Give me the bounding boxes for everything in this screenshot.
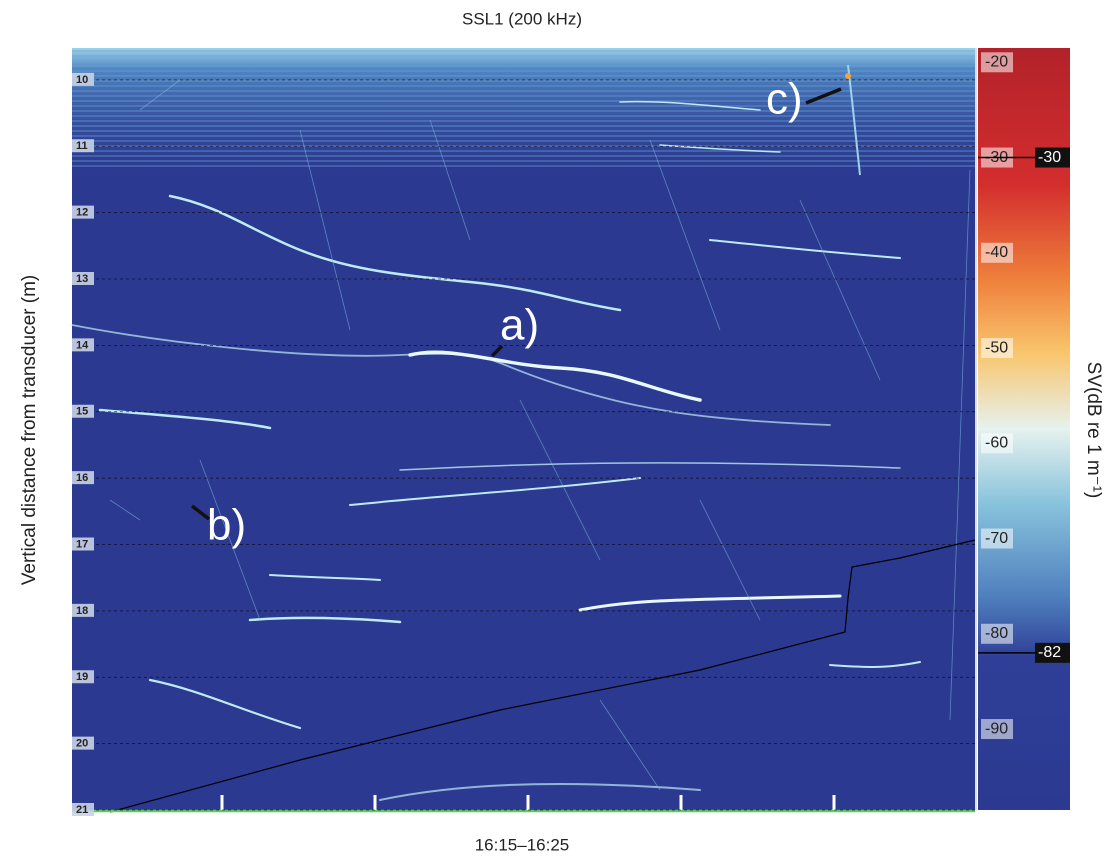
annotation: b) [207,501,246,550]
colorbar-tick-box [981,52,1013,73]
colorbar-tick-box [981,623,1013,644]
colorbar-tick-label: -20 [985,54,1008,71]
colorbar-tick-label: -40 [985,244,1008,261]
colorbar-tick-label: -60 [985,435,1008,452]
tick-box [72,537,94,551]
tick-box [72,338,94,352]
colorbar-tick-box [981,338,1013,359]
colorbar-labels: -20-30-40-50-60-70-80-90-30-82 [978,52,1070,740]
colorbar-tick-box [981,433,1013,454]
tick-box [72,471,94,485]
colorbar-label: SV(dB re 1 m⁻¹) [1083,362,1104,499]
threshold-label: -82 [1038,644,1061,661]
threshold-label: -30 [1038,149,1061,166]
annotation-leader [190,504,211,521]
echogram [71,48,977,813]
y-tick-label: 12 [76,207,88,219]
y-tick-label: 21 [76,804,88,816]
colorbar-tick-label: -90 [985,720,1008,737]
x-axis-label: 16:15–16:25 [475,835,570,854]
annotation: a) [500,301,539,350]
y-tick-label: 15 [76,406,88,418]
annotation: c) [766,75,803,124]
chart-title: SSL1 (200 kHz) [462,9,582,28]
annotation-leader [490,344,504,358]
y-tick-label: 14 [76,339,89,351]
tick-box [72,139,94,153]
y-tick-label: 17 [76,538,88,550]
colorbar-tick-label: -50 [985,339,1008,356]
colorbar-tick-label: -70 [985,530,1008,547]
y-tick-label: 10 [76,74,88,86]
tick-box [72,736,94,750]
tick-box [72,603,94,617]
colorbar-tick-box [981,242,1013,263]
tick-box [72,404,94,418]
y-tick-label: 20 [76,738,88,750]
y-tick-label: 18 [76,605,88,617]
y-tick-label: 13 [76,273,88,285]
colorbar-tick-box [981,528,1013,549]
y-tick-label: 16 [76,472,88,484]
tick-box [72,803,94,816]
colorbar-tick-box [981,719,1013,740]
colorbar-tick-label: -80 [985,625,1008,642]
tick-box [72,72,94,86]
y-axis-label: Vertical distance from transducer (m) [19,275,40,585]
tick-box [72,205,94,219]
tick-box [72,670,94,684]
colorbar [978,48,1070,810]
annotation-leader [805,87,842,105]
y-tick-label: 19 [76,671,88,683]
y-tick-label: 11 [76,140,88,152]
threshold-box [1035,642,1070,663]
threshold-box [1035,147,1070,168]
axes: 10 11 12 13 14 15 16 17 18 19 20 21 a) b) c) [72,72,975,816]
tick-box [72,271,94,285]
